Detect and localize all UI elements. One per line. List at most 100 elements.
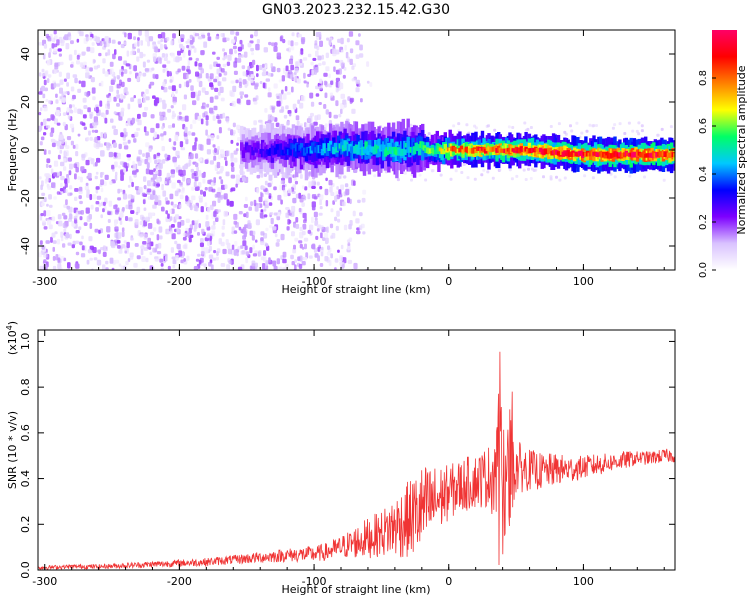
spectrogram-cell [56, 191, 61, 195]
spectrogram-cell [276, 100, 281, 107]
spectrogram-cell [563, 150, 567, 154]
spectrogram-cell [322, 61, 326, 66]
spectrogram-cell [236, 98, 241, 104]
spectrogram-cell [116, 240, 121, 244]
spectrogram-cell [85, 36, 89, 42]
spectrogram-cell [251, 146, 255, 156]
spectrogram-cell [74, 188, 79, 192]
spectrogram-cell [310, 61, 314, 66]
spectrogram-cell [279, 109, 284, 113]
spectrogram-cell [156, 234, 160, 241]
spectrogram-cell [65, 43, 70, 50]
spectrogram-cell [258, 65, 263, 70]
spectrogram-cell [409, 123, 413, 127]
spectrogram-cell [298, 240, 303, 244]
spectrogram-cell [150, 180, 154, 187]
spectrogram-cell [134, 243, 139, 247]
spectrogram-cell [269, 212, 274, 216]
spectrogram-cell [317, 246, 321, 252]
spectrogram-cell [294, 264, 297, 270]
spectrogram-cell [329, 223, 334, 229]
spectrogram-cell [260, 231, 265, 236]
spectrogram-cell [204, 91, 209, 95]
spectrogram-cell [127, 103, 131, 110]
spectrogram-cell [274, 117, 278, 122]
spectrogram-cell [125, 122, 129, 127]
spectrogram-cell [473, 124, 477, 128]
spectrogram-cell [193, 266, 198, 270]
spectrogram-cell [248, 206, 252, 211]
spectrogram-cell [86, 259, 90, 265]
spectrogram-cell [59, 267, 63, 270]
spectrogram-cell [313, 121, 318, 126]
spectrogram-cell [233, 157, 238, 163]
spectrogram-cell [156, 152, 161, 156]
spectrogram-cell [51, 216, 56, 222]
spectrogram-cell [184, 126, 188, 133]
spectrogram-cell [182, 165, 187, 170]
spectrogram-cell [163, 131, 167, 136]
spectrogram-cell [182, 175, 186, 182]
spectrogram-cell [182, 169, 186, 176]
spectrogram-cell [115, 171, 118, 176]
spectrogram-cell [75, 251, 80, 256]
spectrogram-cell [59, 149, 63, 154]
spectrogram-cell [58, 53, 62, 57]
spectrogram-cell [138, 186, 143, 193]
spectrogram-cell [70, 140, 74, 146]
spectrogram-cell [177, 179, 181, 184]
spectrogram-cell [118, 56, 123, 61]
spectrogram-cell [256, 39, 260, 44]
spectrogram-cell [335, 49, 340, 55]
spectrogram-cell [147, 41, 150, 47]
spectrogram-cell [595, 124, 598, 127]
spectrogram-cell [124, 131, 128, 137]
spectrogram-cell [169, 216, 173, 221]
spectrogram-cell [172, 156, 177, 163]
spectrogram-cell [387, 143, 391, 151]
spectrogram-cell [205, 247, 209, 254]
spectrogram-cell [188, 154, 192, 160]
spectrogram-cell [235, 183, 238, 188]
spectrogram-cell [347, 259, 353, 264]
spectrogram-cell [45, 70, 49, 77]
spectrogram-cell [120, 93, 123, 100]
spectrogram-cell [233, 150, 238, 155]
spectrogram-cell [198, 259, 202, 265]
spectrogram-cell [49, 34, 53, 39]
spectrogram-cell [118, 188, 123, 193]
colorbar-tick-label: 0.6 [698, 118, 709, 134]
spectrogram-cell [182, 244, 187, 249]
spectrogram-cell [187, 69, 191, 75]
spectrogram-cell [351, 78, 356, 82]
spectrogram-cell [169, 193, 174, 200]
spectrogram-cell [342, 201, 346, 207]
spectrogram-cell [205, 120, 209, 126]
spectrogram-cell [179, 194, 184, 200]
spectrogram-cell [182, 51, 186, 58]
spectrogram-cell [308, 116, 313, 122]
spectrogram-cell [191, 186, 195, 191]
spectrogram-cell [277, 149, 281, 157]
spectrogram-cell [256, 64, 259, 72]
spectrogram-cell [189, 234, 194, 238]
spectrogram-cell [339, 261, 343, 266]
spectrogram-cell [200, 238, 204, 243]
spectrogram-cell [239, 81, 242, 86]
spectrogram-cell [424, 178, 428, 182]
spectrogram-cell [180, 190, 185, 194]
spectrogram-cell [202, 178, 206, 184]
spectrogram-cell [291, 261, 295, 266]
spectrogram-cell [243, 51, 248, 58]
x-tick-label: 100 [573, 275, 594, 288]
spectrogram-cell [178, 188, 181, 193]
spectrogram-cell [221, 184, 226, 190]
spectrogram-cell [59, 79, 64, 85]
spectrogram-cell [100, 132, 104, 139]
spectrogram-cell [208, 245, 212, 252]
spectrogram-cell [194, 61, 198, 67]
spectrogram-cell [325, 66, 330, 72]
spectrogram-cell [124, 250, 128, 254]
spectrogram-cell [107, 234, 110, 238]
spectrogram-cell [213, 78, 218, 83]
